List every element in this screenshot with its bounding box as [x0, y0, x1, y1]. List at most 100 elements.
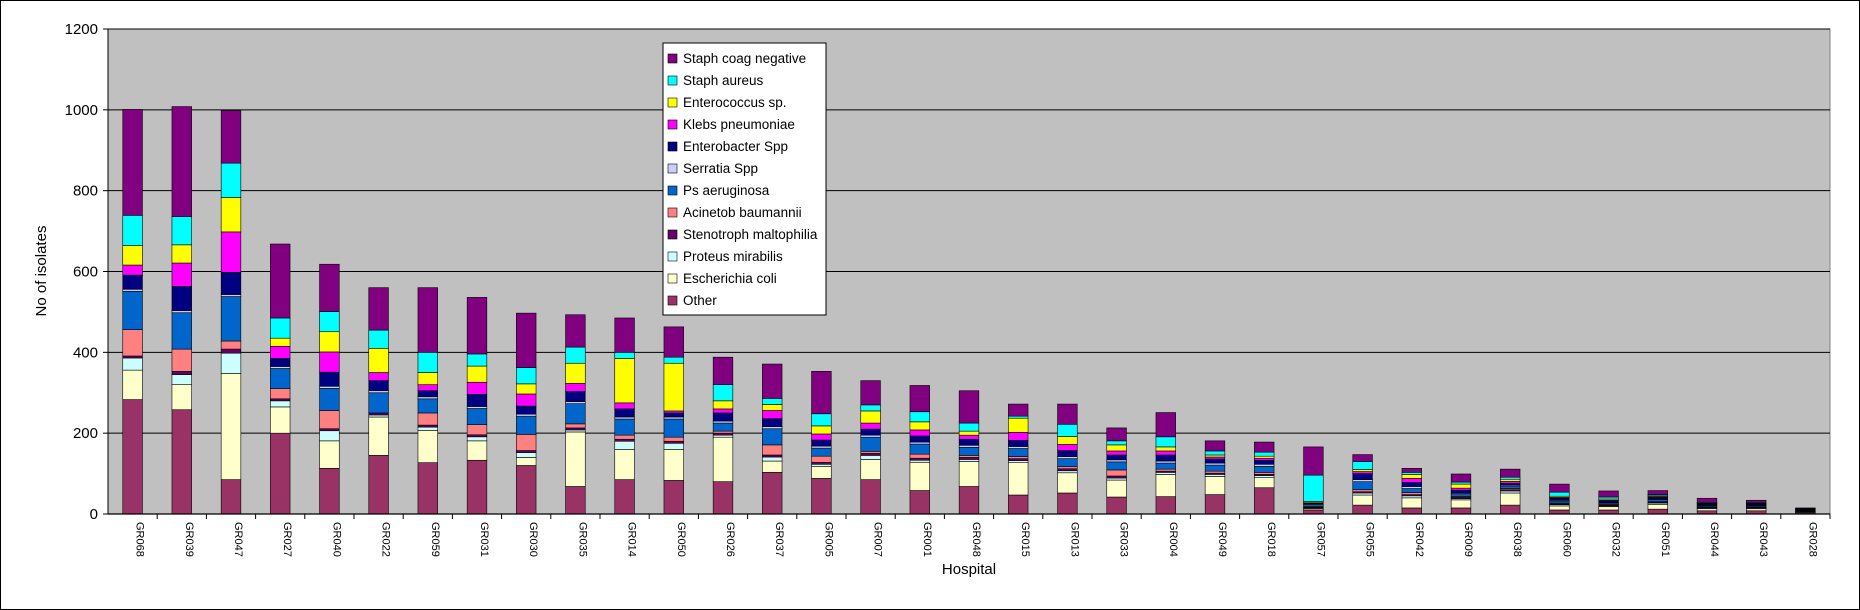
bar-segment	[1204, 440, 1226, 452]
bar-segment	[1500, 478, 1521, 482]
x-tick-label: GR027	[281, 522, 293, 557]
x-tick-label: GR028	[1806, 522, 1818, 557]
bar-segment	[466, 408, 488, 425]
bar-segment	[811, 439, 832, 447]
bar-segment	[220, 272, 242, 295]
bar-segment	[1008, 403, 1029, 417]
bar-segment	[1057, 492, 1078, 515]
legend-label: Acinetob baumannii	[683, 205, 802, 220]
bar-segment	[614, 449, 635, 480]
bar-segment	[1500, 480, 1521, 484]
bar-segment	[319, 351, 340, 373]
bar-segment	[860, 410, 881, 424]
bar-segment	[1057, 470, 1078, 474]
bar-segment	[1204, 476, 1226, 495]
bar-segment	[1008, 415, 1029, 419]
bar-segment	[614, 358, 635, 404]
bar-segment	[417, 287, 438, 353]
y-tick-label: 200	[73, 425, 98, 442]
bar-segment	[1155, 462, 1176, 470]
bar-segment	[614, 438, 635, 442]
bar-segment	[270, 368, 291, 390]
bar-segment	[1204, 474, 1226, 477]
bar-segment	[1254, 487, 1275, 515]
bar-segment	[1696, 497, 1718, 503]
bar-segment	[319, 440, 340, 469]
bar-segment	[270, 388, 291, 400]
bar-segment	[909, 435, 930, 443]
bar-segment	[762, 363, 783, 399]
bar-segment	[614, 416, 635, 420]
bar-segment	[958, 444, 980, 448]
legend-swatch	[667, 53, 678, 64]
bar-segment	[1008, 458, 1029, 461]
bar-segment	[417, 424, 438, 428]
legend-label: Escherichia coli	[683, 271, 777, 286]
bar-segment	[1106, 440, 1127, 446]
bar-segment	[1057, 450, 1078, 457]
bar-segment	[516, 465, 537, 515]
bar-segment	[171, 371, 192, 375]
bar-segment	[1500, 468, 1521, 478]
bar-segment	[417, 462, 438, 515]
bar-segment	[909, 421, 930, 431]
bar-segment	[663, 480, 684, 515]
bar-segment	[1401, 486, 1422, 489]
legend-swatch	[667, 163, 678, 174]
bar-segment	[1204, 462, 1226, 466]
bar-segment	[860, 434, 881, 438]
legend-swatch	[667, 273, 678, 284]
y-tick-label: 1200	[65, 21, 98, 38]
bar-segment	[1008, 494, 1029, 515]
bar-segment	[1204, 464, 1226, 472]
bar-segment	[516, 413, 537, 417]
bar-segment	[663, 412, 684, 418]
bar-segment	[171, 374, 192, 385]
x-tick-label: GR051	[1659, 522, 1671, 557]
bar-segment	[466, 424, 488, 436]
bar-segment	[1500, 504, 1521, 515]
bar-segment	[1647, 508, 1668, 515]
legend-label: Enterobacter Spp	[683, 139, 788, 154]
bar-segment	[958, 461, 980, 487]
x-tick-label: GR037	[773, 522, 785, 557]
bar-segment	[270, 337, 291, 347]
bar-segment	[319, 263, 340, 312]
bar-segment	[1401, 507, 1422, 515]
bar-segment	[565, 401, 586, 404]
bar-segment	[270, 358, 291, 367]
bar-segment	[1401, 497, 1422, 509]
bar-segment	[1352, 479, 1373, 482]
bar-segment	[663, 418, 684, 438]
bar-segment	[220, 110, 242, 164]
x-tick-label: GR001	[921, 522, 933, 557]
bar-segment	[1155, 446, 1176, 452]
x-axis-title: Hospital	[942, 561, 996, 578]
bar-segment	[466, 434, 488, 438]
bar-segment	[1500, 476, 1521, 480]
gridlines	[108, 28, 1830, 434]
bar-segment	[811, 478, 832, 515]
bar-segment	[1106, 454, 1127, 461]
bar-segment	[466, 406, 488, 409]
bar-segment	[270, 398, 291, 402]
bar-segment	[565, 362, 586, 384]
bar-segment	[860, 479, 881, 515]
y-tick-label: 800	[73, 183, 98, 200]
bar-segment	[860, 451, 881, 454]
bar-segment	[1057, 472, 1078, 494]
bar-segment	[171, 216, 192, 246]
bar-segment	[417, 396, 438, 400]
bar-segment	[417, 398, 438, 414]
bar-segment	[909, 461, 930, 491]
bar-segment	[466, 394, 488, 407]
bar-segment	[1008, 440, 1029, 447]
bar-segment	[516, 434, 537, 451]
bar-segment	[466, 436, 488, 442]
bar-segment	[368, 329, 389, 349]
bar-segment	[270, 345, 291, 359]
bar-segment	[762, 426, 783, 430]
bar-segment	[220, 197, 242, 233]
bar-segment	[1352, 481, 1373, 491]
